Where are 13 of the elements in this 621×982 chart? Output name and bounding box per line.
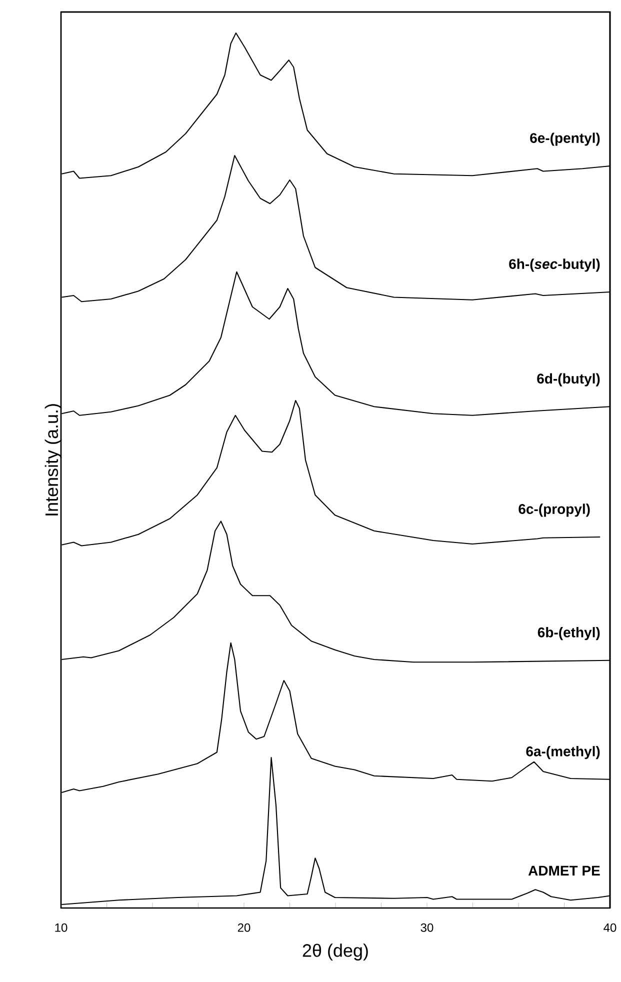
x-tick-label: 40 (604, 923, 616, 932)
x-axis-title: 2θ (deg) (302, 944, 368, 960)
series-label: 6b-(ethyl) (538, 627, 600, 640)
series-label: 6h-(sec-butyl) (509, 258, 600, 272)
y-axis-title: Intensity (a.u.) (44, 404, 62, 516)
x-tick-label: 30 (420, 923, 434, 932)
x-tick-label: 10 (55, 923, 68, 932)
series-label: 6a-(methyl) (526, 746, 600, 760)
x-tick-label: 20 (238, 923, 250, 932)
series-label: 6e-(pentyl) (530, 132, 600, 146)
series-label: 6d-(butyl) (537, 373, 600, 386)
series-label: 6c-(propyl) (518, 504, 590, 517)
series-label: ADMET PE (528, 866, 600, 876)
